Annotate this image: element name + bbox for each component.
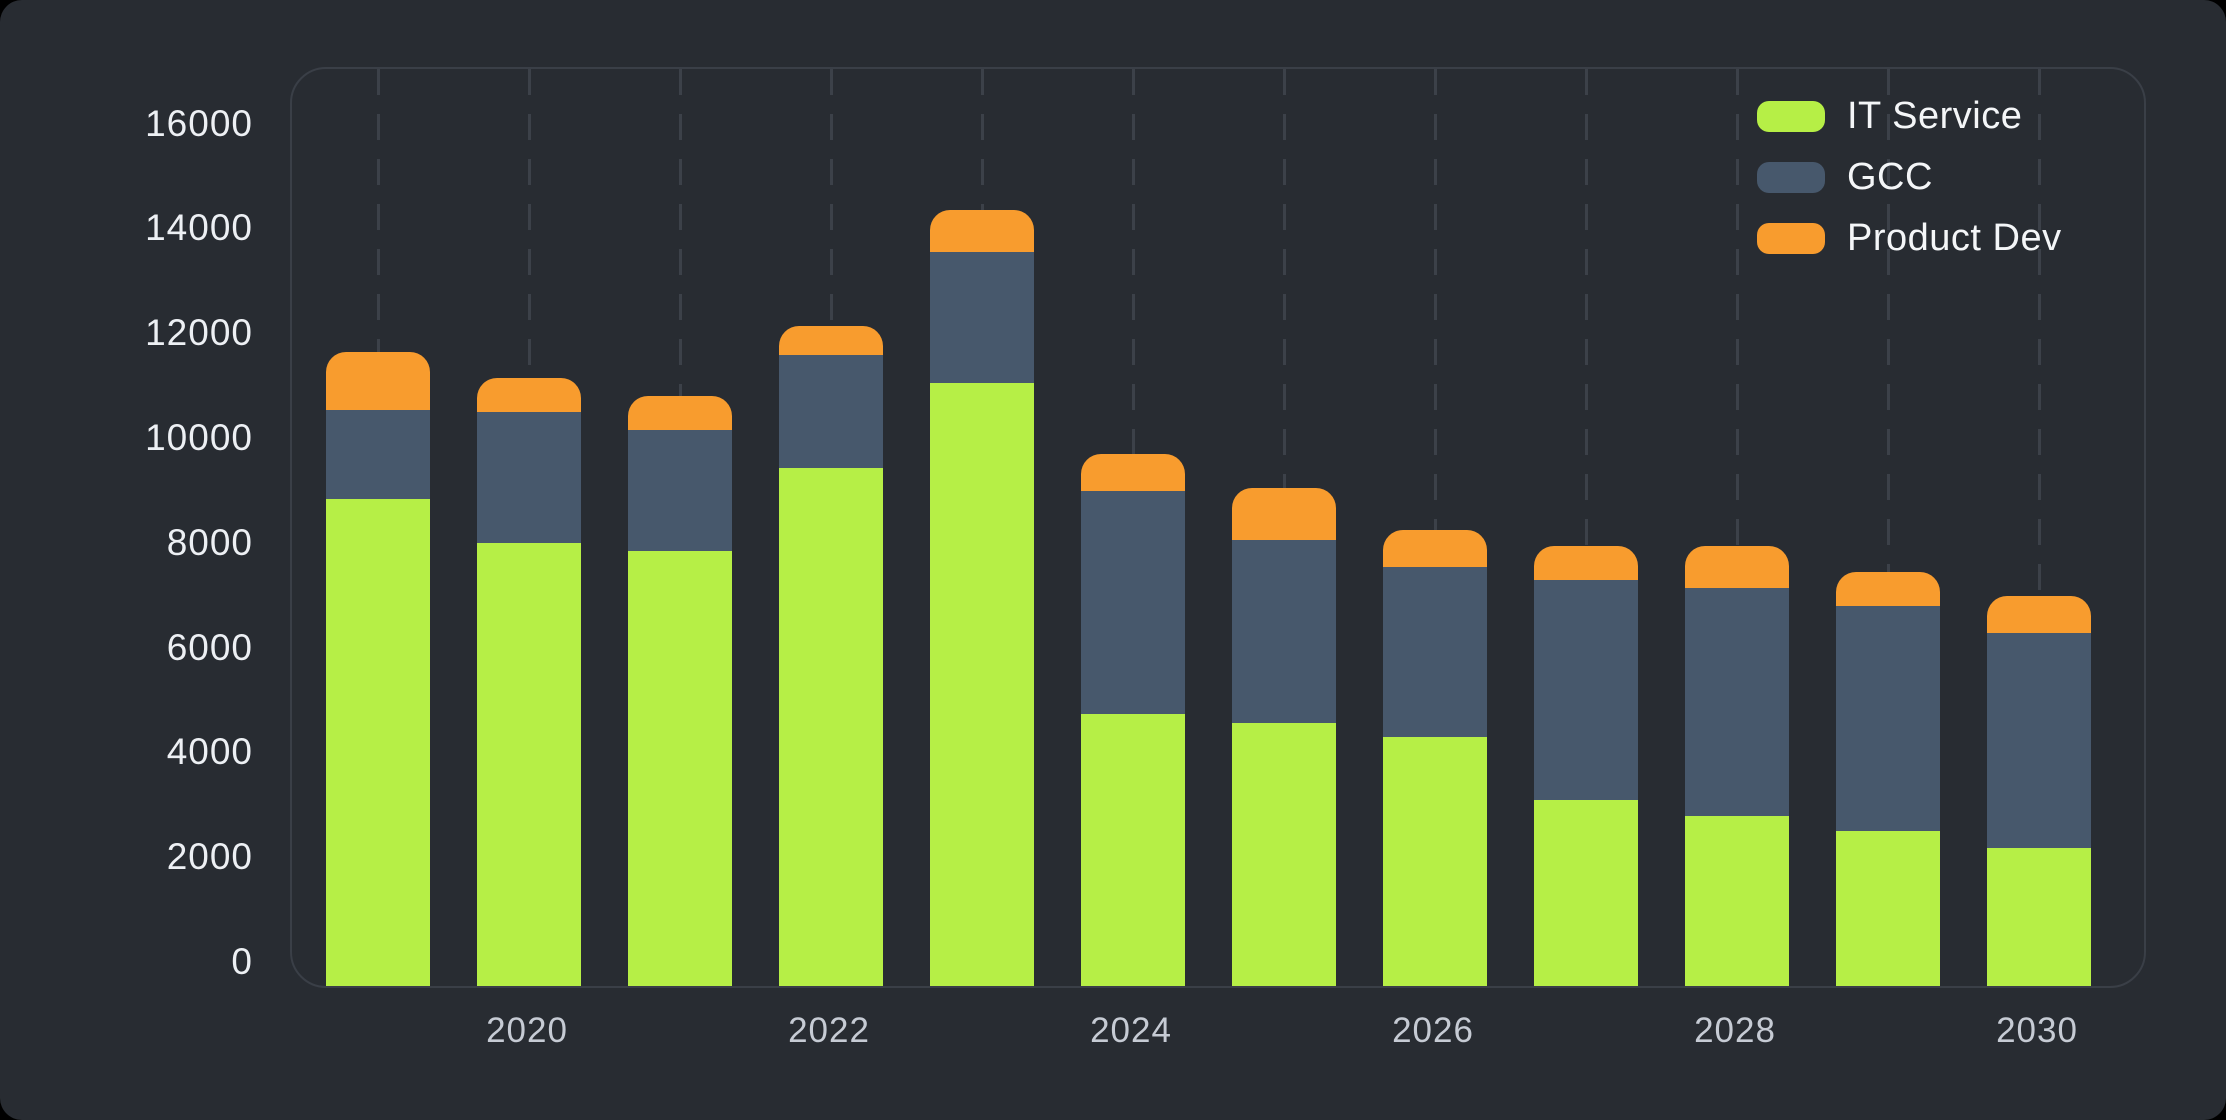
bar-2025[interactable] xyxy=(1232,488,1336,986)
bar-2027-segment-gcc xyxy=(1534,579,1638,800)
y-tick-label-12000: 12000 xyxy=(145,312,253,354)
bar-2027-segment-product-dev xyxy=(1534,545,1638,580)
legend-label-it-service: IT Service xyxy=(1847,95,2023,137)
bar-2023-segment-product-dev xyxy=(930,210,1034,253)
x-tick-label-2030: 2030 xyxy=(1996,1011,2078,1050)
bar-2029-segment-product-dev xyxy=(1836,572,1940,606)
bar-2029-segment-gcc xyxy=(1836,606,1940,831)
bar-2024-segment-gcc xyxy=(1081,491,1185,715)
bar-2026-segment-it-service xyxy=(1383,737,1487,986)
bar-2024-segment-product-dev xyxy=(1081,454,1185,492)
y-tick-label-0: 0 xyxy=(231,941,253,983)
bar-2027-segment-it-service xyxy=(1534,799,1638,986)
bar-2025-segment-gcc xyxy=(1232,540,1336,724)
bar-2020-segment-it-service xyxy=(477,543,581,986)
bar-2020-segment-product-dev xyxy=(477,378,581,413)
bar-2022-segment-it-service xyxy=(779,467,883,986)
bar-2025-segment-it-service xyxy=(1232,723,1336,986)
grid-line-2027 xyxy=(1584,69,1588,986)
x-tick-label-2028: 2028 xyxy=(1694,1011,1776,1050)
bar-2021-segment-product-dev xyxy=(628,396,732,431)
bar-2029-segment-it-service xyxy=(1836,831,1940,986)
bar-2026[interactable] xyxy=(1383,530,1487,986)
bar-2019-segment-gcc xyxy=(326,409,430,499)
x-tick-label-2026: 2026 xyxy=(1392,1011,1474,1050)
bar-2023[interactable] xyxy=(930,210,1034,986)
legend-label-product-dev: Product Dev xyxy=(1847,217,2062,259)
bar-2022-segment-product-dev xyxy=(779,325,883,355)
bar-2029[interactable] xyxy=(1836,572,1940,986)
bar-2027[interactable] xyxy=(1534,545,1638,986)
bar-2023-segment-gcc xyxy=(930,252,1034,384)
bar-2026-segment-product-dev xyxy=(1383,530,1487,568)
bar-2019-segment-it-service xyxy=(326,498,430,986)
bar-2030[interactable] xyxy=(1987,595,2091,986)
grid-line-2026 xyxy=(1433,69,1437,986)
y-tick-label-8000: 8000 xyxy=(166,521,253,563)
legend-item-product-dev[interactable]: Product Dev xyxy=(1757,217,2062,259)
legend-swatch-product-dev xyxy=(1757,223,1825,254)
bar-2019-segment-product-dev xyxy=(326,351,430,410)
x-tick-label-2020: 2020 xyxy=(486,1011,568,1050)
bar-2026-segment-gcc xyxy=(1383,567,1487,738)
y-tick-label-6000: 6000 xyxy=(166,626,253,668)
legend-item-gcc[interactable]: GCC xyxy=(1757,156,2062,198)
x-tick-label-2024: 2024 xyxy=(1090,1011,1172,1050)
bar-2021-segment-gcc xyxy=(628,430,732,552)
grid-line-2028 xyxy=(1735,69,1739,986)
y-tick-label-14000: 14000 xyxy=(145,207,253,249)
y-tick-label-10000: 10000 xyxy=(145,417,253,459)
y-tick-label-2000: 2000 xyxy=(166,836,253,878)
bar-2025-segment-product-dev xyxy=(1232,488,1336,541)
legend-label-gcc: GCC xyxy=(1847,156,1933,198)
bar-2021[interactable] xyxy=(628,396,732,986)
bar-2022-segment-gcc xyxy=(779,354,883,468)
grid-line-2030 xyxy=(2037,69,2041,986)
bar-2030-segment-gcc xyxy=(1987,632,2091,848)
bar-2024-segment-it-service xyxy=(1081,714,1185,986)
y-tick-label-4000: 4000 xyxy=(166,731,253,773)
bar-2024[interactable] xyxy=(1081,454,1185,986)
bar-2028-segment-product-dev xyxy=(1685,545,1789,588)
bar-2020[interactable] xyxy=(477,378,581,986)
x-tick-label-2022: 2022 xyxy=(788,1011,870,1050)
bar-2030-segment-product-dev xyxy=(1987,595,2091,633)
legend: IT Service GCC Product Dev xyxy=(1757,95,2062,259)
legend-item-it-service[interactable]: IT Service xyxy=(1757,95,2062,137)
bar-2028-segment-gcc xyxy=(1685,587,1789,816)
y-tick-label-16000: 16000 xyxy=(145,102,253,144)
bar-2028-segment-it-service xyxy=(1685,815,1789,986)
grid-line-2029 xyxy=(1886,69,1890,986)
bar-2020-segment-gcc xyxy=(477,412,581,544)
legend-swatch-it-service xyxy=(1757,101,1825,132)
bar-2022[interactable] xyxy=(779,325,883,986)
bar-2023-segment-it-service xyxy=(930,383,1034,986)
plot-area xyxy=(290,67,2146,988)
bar-2021-segment-it-service xyxy=(628,551,732,986)
bar-2028[interactable] xyxy=(1685,545,1789,986)
bar-2030-segment-it-service xyxy=(1987,847,2091,986)
legend-swatch-gcc xyxy=(1757,162,1825,193)
bar-2019[interactable] xyxy=(326,351,430,986)
